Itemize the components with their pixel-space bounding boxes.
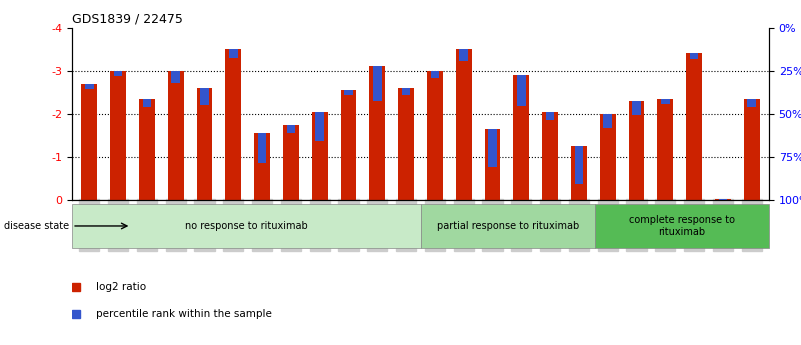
Bar xyxy=(287,125,296,133)
Bar xyxy=(402,88,410,95)
Bar xyxy=(369,66,385,200)
Text: no response to rituximab: no response to rituximab xyxy=(185,221,308,231)
Bar xyxy=(171,71,180,83)
Bar xyxy=(715,199,731,200)
Bar xyxy=(316,112,324,141)
Bar xyxy=(513,75,529,200)
Bar xyxy=(200,88,209,105)
Bar xyxy=(225,49,241,200)
Bar xyxy=(229,49,238,58)
Bar xyxy=(629,101,645,200)
Bar xyxy=(488,129,497,167)
Bar xyxy=(111,71,126,200)
Text: partial response to rituximab: partial response to rituximab xyxy=(437,221,579,231)
Bar xyxy=(82,84,97,200)
Bar xyxy=(283,125,299,200)
Bar xyxy=(542,112,558,200)
Bar xyxy=(571,146,587,200)
Bar xyxy=(196,88,212,200)
Text: log2 ratio: log2 ratio xyxy=(96,282,147,292)
Text: percentile rank within the sample: percentile rank within the sample xyxy=(96,309,272,318)
Bar xyxy=(373,66,381,101)
Bar xyxy=(114,71,123,76)
FancyBboxPatch shape xyxy=(72,204,421,248)
Bar xyxy=(168,71,183,200)
Bar xyxy=(658,99,673,200)
Bar xyxy=(718,199,727,294)
Bar xyxy=(340,90,356,200)
Bar xyxy=(258,133,267,162)
Bar xyxy=(661,99,670,104)
Bar xyxy=(632,101,641,115)
Bar xyxy=(690,53,698,59)
Bar xyxy=(139,99,155,200)
Bar xyxy=(254,133,270,200)
Bar xyxy=(485,129,501,200)
FancyBboxPatch shape xyxy=(594,204,769,248)
Bar xyxy=(574,146,583,184)
Text: complete response to
rituximab: complete response to rituximab xyxy=(629,215,735,237)
Bar xyxy=(85,84,94,89)
Bar xyxy=(344,90,353,95)
Bar xyxy=(517,75,525,106)
Bar xyxy=(603,114,612,128)
Text: GDS1839 / 22475: GDS1839 / 22475 xyxy=(72,12,183,25)
Bar xyxy=(747,99,756,107)
Bar xyxy=(545,112,554,120)
Bar xyxy=(398,88,414,200)
Text: disease state: disease state xyxy=(4,221,69,231)
Bar xyxy=(143,99,151,107)
Bar xyxy=(460,49,468,61)
Bar xyxy=(686,53,702,200)
Bar xyxy=(744,99,759,200)
Bar xyxy=(427,71,443,200)
FancyBboxPatch shape xyxy=(421,204,594,248)
Bar xyxy=(456,49,472,200)
Bar xyxy=(431,71,439,78)
Bar xyxy=(312,112,328,200)
Bar xyxy=(600,114,616,200)
